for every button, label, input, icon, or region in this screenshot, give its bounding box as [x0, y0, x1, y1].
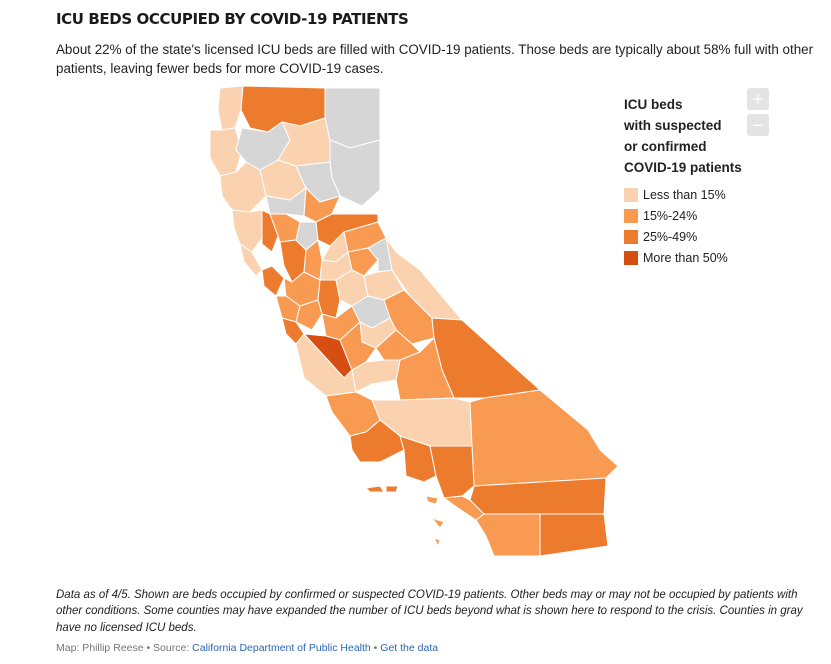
- legend-item: 15%-24%: [624, 205, 804, 226]
- legend-label: Less than 15%: [643, 187, 726, 202]
- source-link[interactable]: California Department of Public Health: [192, 642, 371, 654]
- county-shape[interactable]: [539, 513, 609, 557]
- county-shape[interactable]: [295, 333, 357, 397]
- credit-separator: • Source:: [143, 642, 193, 654]
- credit-line: Map: Phillip Reese • Source: California …: [56, 642, 438, 654]
- county-shape[interactable]: [209, 127, 243, 177]
- legend-swatch: [624, 229, 638, 244]
- legend-swatch: [624, 250, 638, 265]
- zoom-out-button[interactable]: −: [747, 114, 769, 136]
- county-shape[interactable]: [469, 389, 619, 487]
- county-shape[interactable]: [431, 517, 445, 529]
- legend-item: 25%-49%: [624, 226, 804, 247]
- county-shape[interactable]: [217, 85, 244, 131]
- legend-title-line: with suspected: [624, 118, 722, 133]
- legend-label: 25%-49%: [643, 229, 698, 244]
- county-shape[interactable]: [395, 337, 455, 401]
- county-shape[interactable]: [347, 247, 379, 277]
- county-shape[interactable]: [429, 445, 475, 499]
- county-shape[interactable]: [324, 87, 381, 149]
- legend-title-line: or confirmed: [624, 139, 707, 154]
- legend: ICU beds with suspected or confirmed COV…: [624, 94, 804, 268]
- county-shape[interactable]: [351, 359, 401, 393]
- legend-label: More than 50%: [643, 250, 728, 265]
- county-shape[interactable]: [239, 243, 263, 277]
- chart-subtitle: About 22% of the state's licensed ICU be…: [56, 42, 814, 76]
- county-shape[interactable]: [475, 513, 541, 557]
- legend-swatch: [624, 208, 638, 223]
- credit-author: Map: Phillip Reese: [56, 642, 144, 654]
- zoom-in-button[interactable]: +: [747, 88, 769, 110]
- legend-title-line: ICU beds: [624, 97, 683, 112]
- county-shape[interactable]: [365, 485, 385, 493]
- chart-title: ICU BEDS OCCUPIED BY COVID-19 PATIENTS: [56, 10, 409, 28]
- footnote: Data as of 4/5. Shown are beds occupied …: [56, 589, 803, 634]
- legend-title: ICU beds with suspected or confirmed COV…: [624, 94, 804, 178]
- county-shape[interactable]: [295, 299, 323, 331]
- county-shape[interactable]: [425, 495, 439, 505]
- legend-title-line: COVID-19 patients: [624, 160, 742, 175]
- legend-swatch: [624, 187, 638, 202]
- county-shape[interactable]: [433, 537, 441, 547]
- legend-label: 15%-24%: [643, 208, 698, 223]
- county-shape[interactable]: [261, 265, 285, 297]
- legend-item: More than 50%: [624, 247, 804, 268]
- get-data-link[interactable]: Get the data: [380, 642, 439, 654]
- legend-item: Less than 15%: [624, 184, 804, 205]
- credit-separator: •: [370, 642, 381, 654]
- california-county-map[interactable]: [200, 80, 625, 570]
- county-shape[interactable]: [385, 485, 399, 493]
- county-shape[interactable]: [231, 209, 263, 253]
